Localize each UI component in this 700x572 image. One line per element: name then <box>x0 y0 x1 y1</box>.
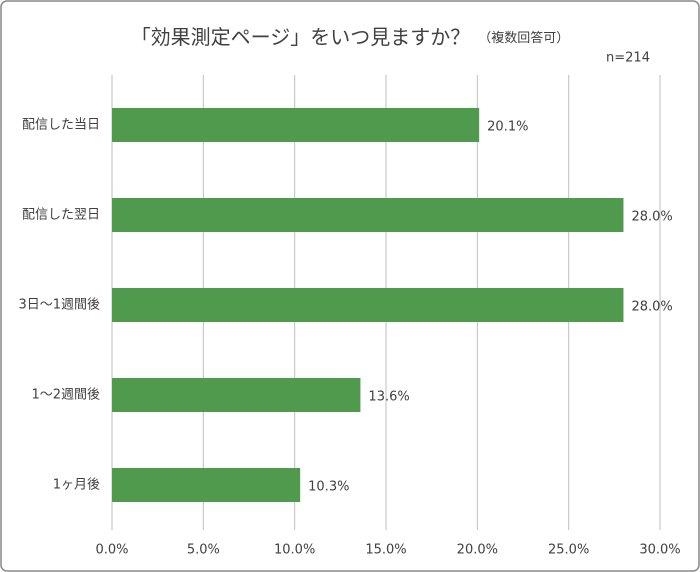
chart-title: 「効果測定ページ」をいつ見ますか？ <box>131 25 471 49</box>
value-label: 13.6% <box>368 390 409 405</box>
bar <box>112 378 361 412</box>
x-tick-label: 30.0% <box>639 543 680 558</box>
bar <box>112 108 480 142</box>
value-label: 20.1% <box>487 120 528 135</box>
y-tick-label: 配信した翌日 <box>22 208 100 223</box>
x-tick-label: 15.0% <box>365 543 406 558</box>
y-tick-label: 3日～1週間後 <box>18 298 100 313</box>
x-tick-label: 0.0% <box>95 543 128 558</box>
y-tick-label: 1ヶ月後 <box>53 478 100 493</box>
y-tick-label: 1～2週間後 <box>31 388 100 403</box>
value-label: 10.3% <box>308 480 349 495</box>
bar <box>112 468 301 502</box>
chart-title-line: 「効果測定ページ」をいつ見ますか？ （複数回答可） <box>131 25 570 49</box>
value-label: 28.0% <box>631 210 672 225</box>
x-tick-label: 20.0% <box>457 543 498 558</box>
chart-subtitle: （複数回答可） <box>478 30 569 46</box>
sample-size: n=214 <box>606 51 650 66</box>
x-tick-label: 5.0% <box>187 543 220 558</box>
value-label: 28.0% <box>631 300 672 315</box>
bar <box>112 198 624 232</box>
x-tick-label: 10.0% <box>274 543 315 558</box>
y-tick-label: 配信した当日 <box>22 118 100 133</box>
x-tick-label: 25.0% <box>548 543 589 558</box>
bar <box>112 288 624 322</box>
